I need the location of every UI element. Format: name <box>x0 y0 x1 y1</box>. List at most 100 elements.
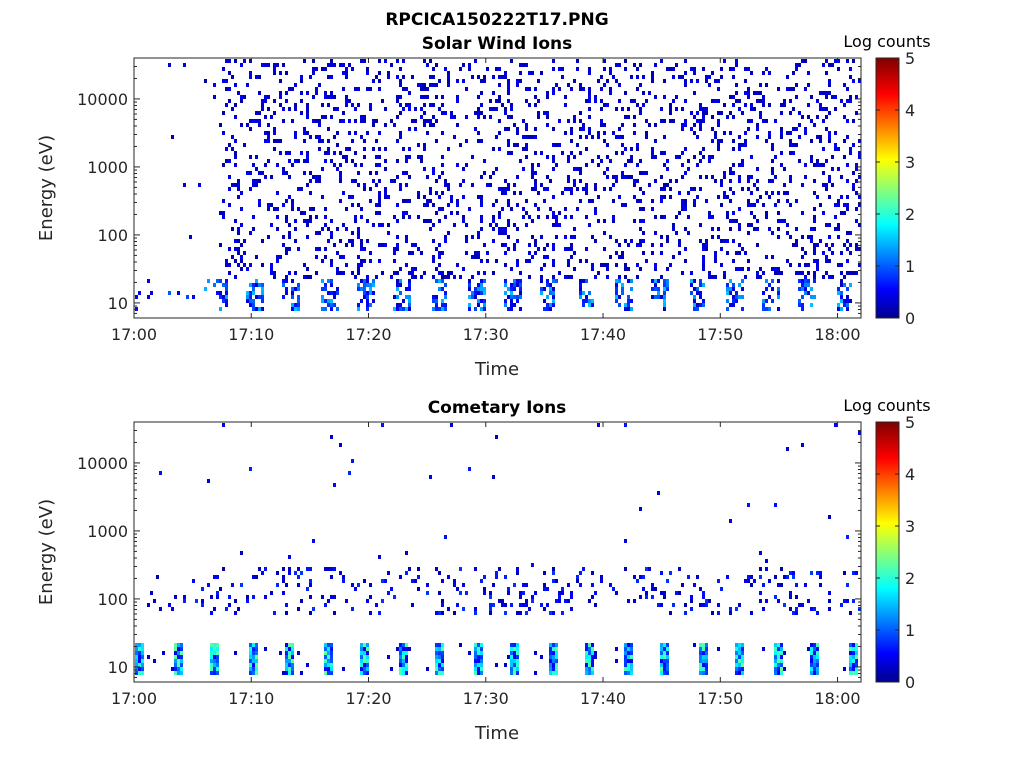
heatmap-cell <box>507 591 510 595</box>
heatmap-cell <box>777 227 780 231</box>
heatmap-cell <box>744 79 747 83</box>
heatmap-cell <box>765 287 768 291</box>
heatmap-cell <box>483 115 486 119</box>
heatmap-cell <box>681 123 684 127</box>
heatmap-cell <box>471 155 474 159</box>
heatmap-cell <box>738 107 741 111</box>
heatmap-cell <box>660 215 663 219</box>
heatmap-cell <box>735 607 738 611</box>
heatmap-cell <box>843 571 846 575</box>
heatmap-cell <box>471 291 474 295</box>
heatmap-cell <box>618 127 621 131</box>
heatmap-cell <box>855 219 858 223</box>
heatmap-cell <box>693 67 696 71</box>
heatmap-cell <box>603 263 606 267</box>
heatmap-cell <box>681 207 684 211</box>
heatmap-cell <box>513 655 516 659</box>
heatmap-cell <box>183 599 186 603</box>
heatmap-cell <box>699 671 702 675</box>
heatmap-cell <box>582 187 585 191</box>
heatmap-cell <box>408 279 411 283</box>
heatmap-cell <box>705 247 708 251</box>
heatmap-cell <box>375 171 378 175</box>
heatmap-cell <box>252 647 255 651</box>
heatmap-cell <box>678 251 681 255</box>
heatmap-cell <box>300 671 303 675</box>
heatmap-cell <box>666 283 669 287</box>
heatmap-cell <box>789 607 792 611</box>
heatmap-cell <box>438 659 441 663</box>
heatmap-cell <box>399 647 402 651</box>
heatmap-cell <box>294 271 297 275</box>
heatmap-cell <box>483 243 486 247</box>
heatmap-cell <box>441 611 444 615</box>
heatmap-cell <box>237 231 240 235</box>
heatmap-cell <box>426 203 429 207</box>
heatmap-cell <box>360 239 363 243</box>
heatmap-cell <box>312 59 315 63</box>
heatmap-cell <box>327 299 330 303</box>
heatmap-cell <box>267 123 270 127</box>
heatmap-cell <box>309 275 312 279</box>
heatmap-cell <box>690 187 693 191</box>
heatmap-cell <box>216 291 219 295</box>
heatmap-cell <box>825 115 828 119</box>
heatmap-cell <box>636 147 639 151</box>
heatmap-cell <box>396 139 399 143</box>
heatmap-cell <box>423 103 426 107</box>
heatmap-cell <box>396 99 399 103</box>
heatmap-cell <box>507 143 510 147</box>
heatmap-cell <box>717 99 720 103</box>
heatmap-cell <box>285 219 288 223</box>
heatmap-cell <box>252 303 255 307</box>
heatmap-cell <box>414 119 417 123</box>
heatmap-cell <box>504 243 507 247</box>
heatmap-cell <box>846 583 849 587</box>
heatmap-cell <box>507 655 510 659</box>
heatmap-cell <box>408 295 411 299</box>
heatmap-cell <box>402 299 405 303</box>
heatmap-cell <box>447 147 450 151</box>
heatmap-cell <box>762 99 765 103</box>
heatmap-cell <box>363 115 366 119</box>
heatmap-cell <box>267 135 270 139</box>
heatmap-cell <box>474 647 477 651</box>
heatmap-cell <box>378 611 381 615</box>
heatmap-cell <box>627 663 630 667</box>
heatmap-cell <box>612 587 615 591</box>
heatmap-cell <box>390 587 393 591</box>
heatmap-cell <box>846 163 849 167</box>
heatmap-cell <box>621 287 624 291</box>
heatmap-cell <box>663 663 666 667</box>
heatmap-cell <box>501 187 504 191</box>
heatmap-cell <box>777 671 780 675</box>
heatmap-cell <box>636 179 639 183</box>
heatmap-cell <box>162 651 165 655</box>
heatmap-cell <box>252 227 255 231</box>
heatmap-cell <box>849 243 852 247</box>
heatmap-cell <box>699 187 702 191</box>
heatmap-cell <box>480 195 483 199</box>
heatmap-cell <box>285 199 288 203</box>
heatmap-cell <box>402 211 405 215</box>
heatmap-cell <box>849 75 852 79</box>
y-tick-label: 100 <box>97 226 128 245</box>
x-axis-label: Time <box>474 723 519 744</box>
heatmap-cell <box>213 83 216 87</box>
heatmap-cell <box>441 663 444 667</box>
heatmap-cell <box>555 671 558 675</box>
heatmap-cell <box>615 647 618 651</box>
heatmap-cell <box>246 595 249 599</box>
heatmap-cell <box>225 263 228 267</box>
heatmap-cell <box>654 215 657 219</box>
heatmap-cell <box>849 671 852 675</box>
heatmap-cell <box>525 199 528 203</box>
heatmap-cell <box>432 115 435 119</box>
heatmap-cell <box>651 583 654 587</box>
heatmap-cell <box>435 139 438 143</box>
heatmap-cell <box>603 171 606 175</box>
heatmap-cell <box>567 187 570 191</box>
heatmap-cell <box>366 659 369 663</box>
heatmap-cell <box>816 643 819 647</box>
heatmap-cell <box>477 195 480 199</box>
